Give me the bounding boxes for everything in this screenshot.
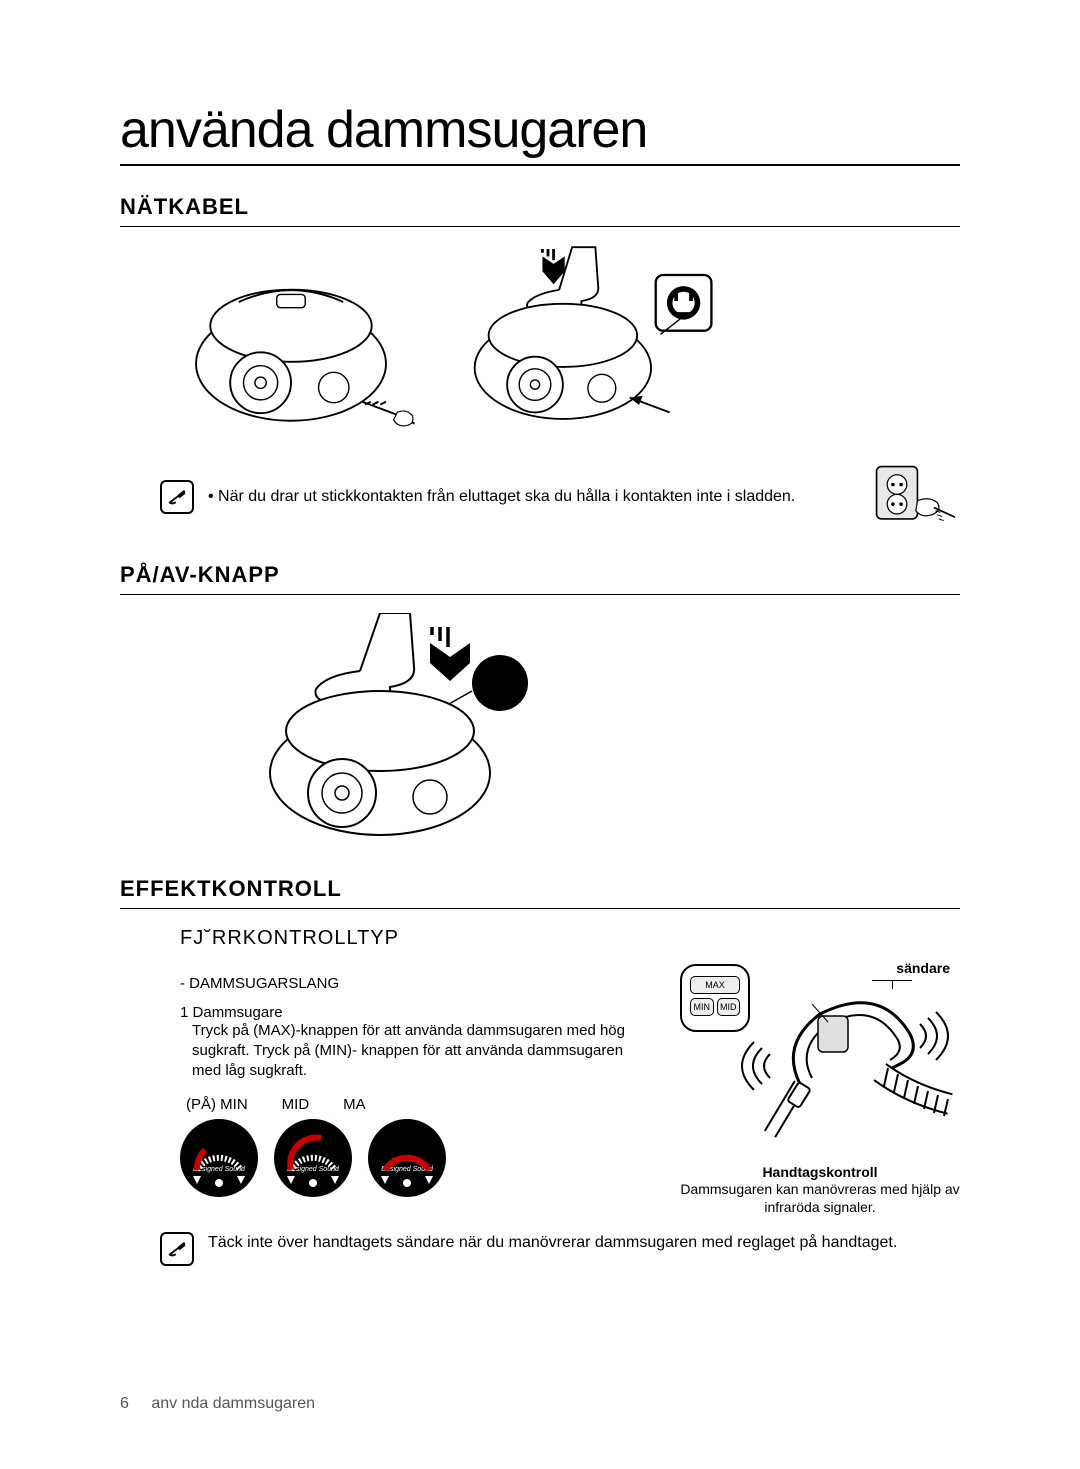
dial-max: Designed Sound xyxy=(368,1119,446,1197)
effekt-body: - DAMMSUGARSLANG 1 Dammsugare Tryck på (… xyxy=(180,964,960,1216)
section-heading-natkabel: NÄTKABEL xyxy=(120,194,960,227)
item-description: Tryck på (MAX)-knappen för att använda d… xyxy=(192,1021,640,1082)
effekt-right-column: sändare MAX MIN MID xyxy=(680,964,960,1216)
page-footer: 6 anv nda dammsugaren xyxy=(120,1395,315,1413)
sandare-mark xyxy=(872,980,912,989)
effekt-note-row: Täck inte över handtagets sändare när du… xyxy=(160,1232,960,1266)
footer-page-number: 6 xyxy=(120,1395,129,1412)
natkabel-note-row: När du drar ut stickkontakten från elutt… xyxy=(160,460,960,534)
remote-max-button[interactable]: MAX xyxy=(690,976,740,994)
note-icon xyxy=(160,1232,194,1266)
dial-label-min: (PÅ) MIN xyxy=(186,1096,248,1113)
slang-label: - DAMMSUGARSLANG xyxy=(180,974,640,994)
handtag-label: Handtagskontroll xyxy=(680,1164,960,1180)
effekt-left-column: - DAMMSUGARSLANG 1 Dammsugare Tryck på (… xyxy=(180,964,640,1216)
remote-min-button[interactable]: MIN xyxy=(690,998,714,1016)
dial-label-max: MA xyxy=(343,1096,366,1113)
dial-label-mid: MID xyxy=(282,1096,310,1113)
dial-min: Designed Sound xyxy=(180,1119,258,1197)
remote-mid-button[interactable]: MID xyxy=(717,998,741,1016)
section-heading-paav: PÅ/AV-KNAPP xyxy=(120,562,960,595)
item-number: 1 xyxy=(180,1004,188,1021)
section-heading-effekt: EFFEKTKONTROLL xyxy=(120,876,960,909)
dammsugare-item: 1 Dammsugare xyxy=(180,1004,640,1021)
natkabel-illustrations xyxy=(180,245,960,440)
note-icon xyxy=(160,480,194,514)
sandare-label: sändare xyxy=(896,960,950,976)
paav-illustration xyxy=(240,613,960,848)
effekt-note-text: Täck inte över handtagets sändare när du… xyxy=(208,1232,897,1254)
effekt-subheading: FJ˘RRKONTROLLTYP xyxy=(180,927,960,950)
handtag-description: Dammsugaren kan manövreras med hjälp av … xyxy=(680,1180,960,1216)
outlet-hand-illustration xyxy=(870,460,960,534)
vacuum-cord-out-illustration xyxy=(180,245,440,440)
vacuum-cord-retract-illustration xyxy=(470,245,730,440)
dial-row: Designed Sound Designed Sound xyxy=(180,1119,640,1197)
handle-illustration xyxy=(740,994,960,1154)
dial-mid: Designed Sound xyxy=(274,1119,352,1197)
natkabel-note-text: När du drar ut stickkontakten från elutt… xyxy=(208,486,856,508)
footer-text: anv nda dammsugaren xyxy=(151,1395,315,1412)
page-title: använda dammsugaren xyxy=(120,100,960,166)
item-label: Dammsugare xyxy=(193,1004,283,1021)
dial-labels-row: (PÅ) MIN MID MA xyxy=(186,1096,640,1113)
